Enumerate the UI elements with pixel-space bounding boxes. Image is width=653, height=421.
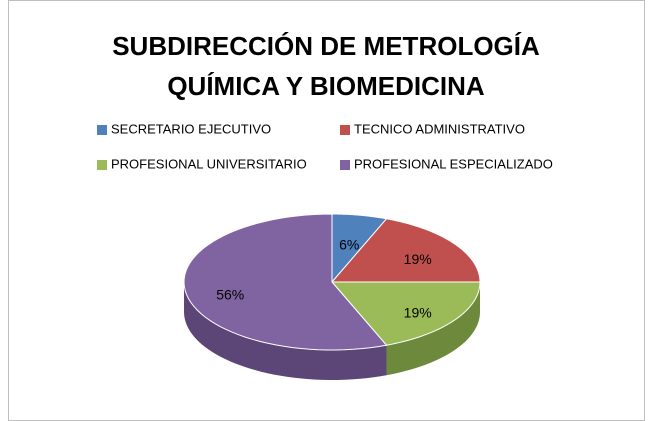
pie-side	[386, 282, 480, 376]
data-label: 19%	[404, 304, 432, 320]
data-label: 56%	[216, 287, 244, 303]
pie-slice	[331, 213, 388, 284]
legend-swatch	[97, 125, 107, 135]
legend-swatch	[97, 160, 107, 170]
data-label: 19%	[404, 251, 432, 267]
pie-slice	[330, 218, 481, 283]
legend-label: PROFESIONAL ESPECIALIZADO	[354, 156, 553, 171]
pie-slice	[330, 281, 481, 346]
legend-swatch	[340, 125, 350, 135]
chart-title: SUBDIRECCIÓN DE METROLOGÍA QUÍMICA Y BIO…	[112, 31, 540, 101]
pie-slice	[183, 213, 388, 351]
data-label: 6%	[339, 236, 359, 252]
legend-label: PROFESIONAL UNIVERSITARIO	[111, 156, 307, 171]
legend-label: TECNICO ADMINISTRATIVO	[354, 121, 525, 136]
legend-label: SECRETARIO EJECUTIVO	[111, 121, 271, 136]
pie-side	[184, 282, 387, 380]
legend-swatch	[340, 160, 350, 170]
